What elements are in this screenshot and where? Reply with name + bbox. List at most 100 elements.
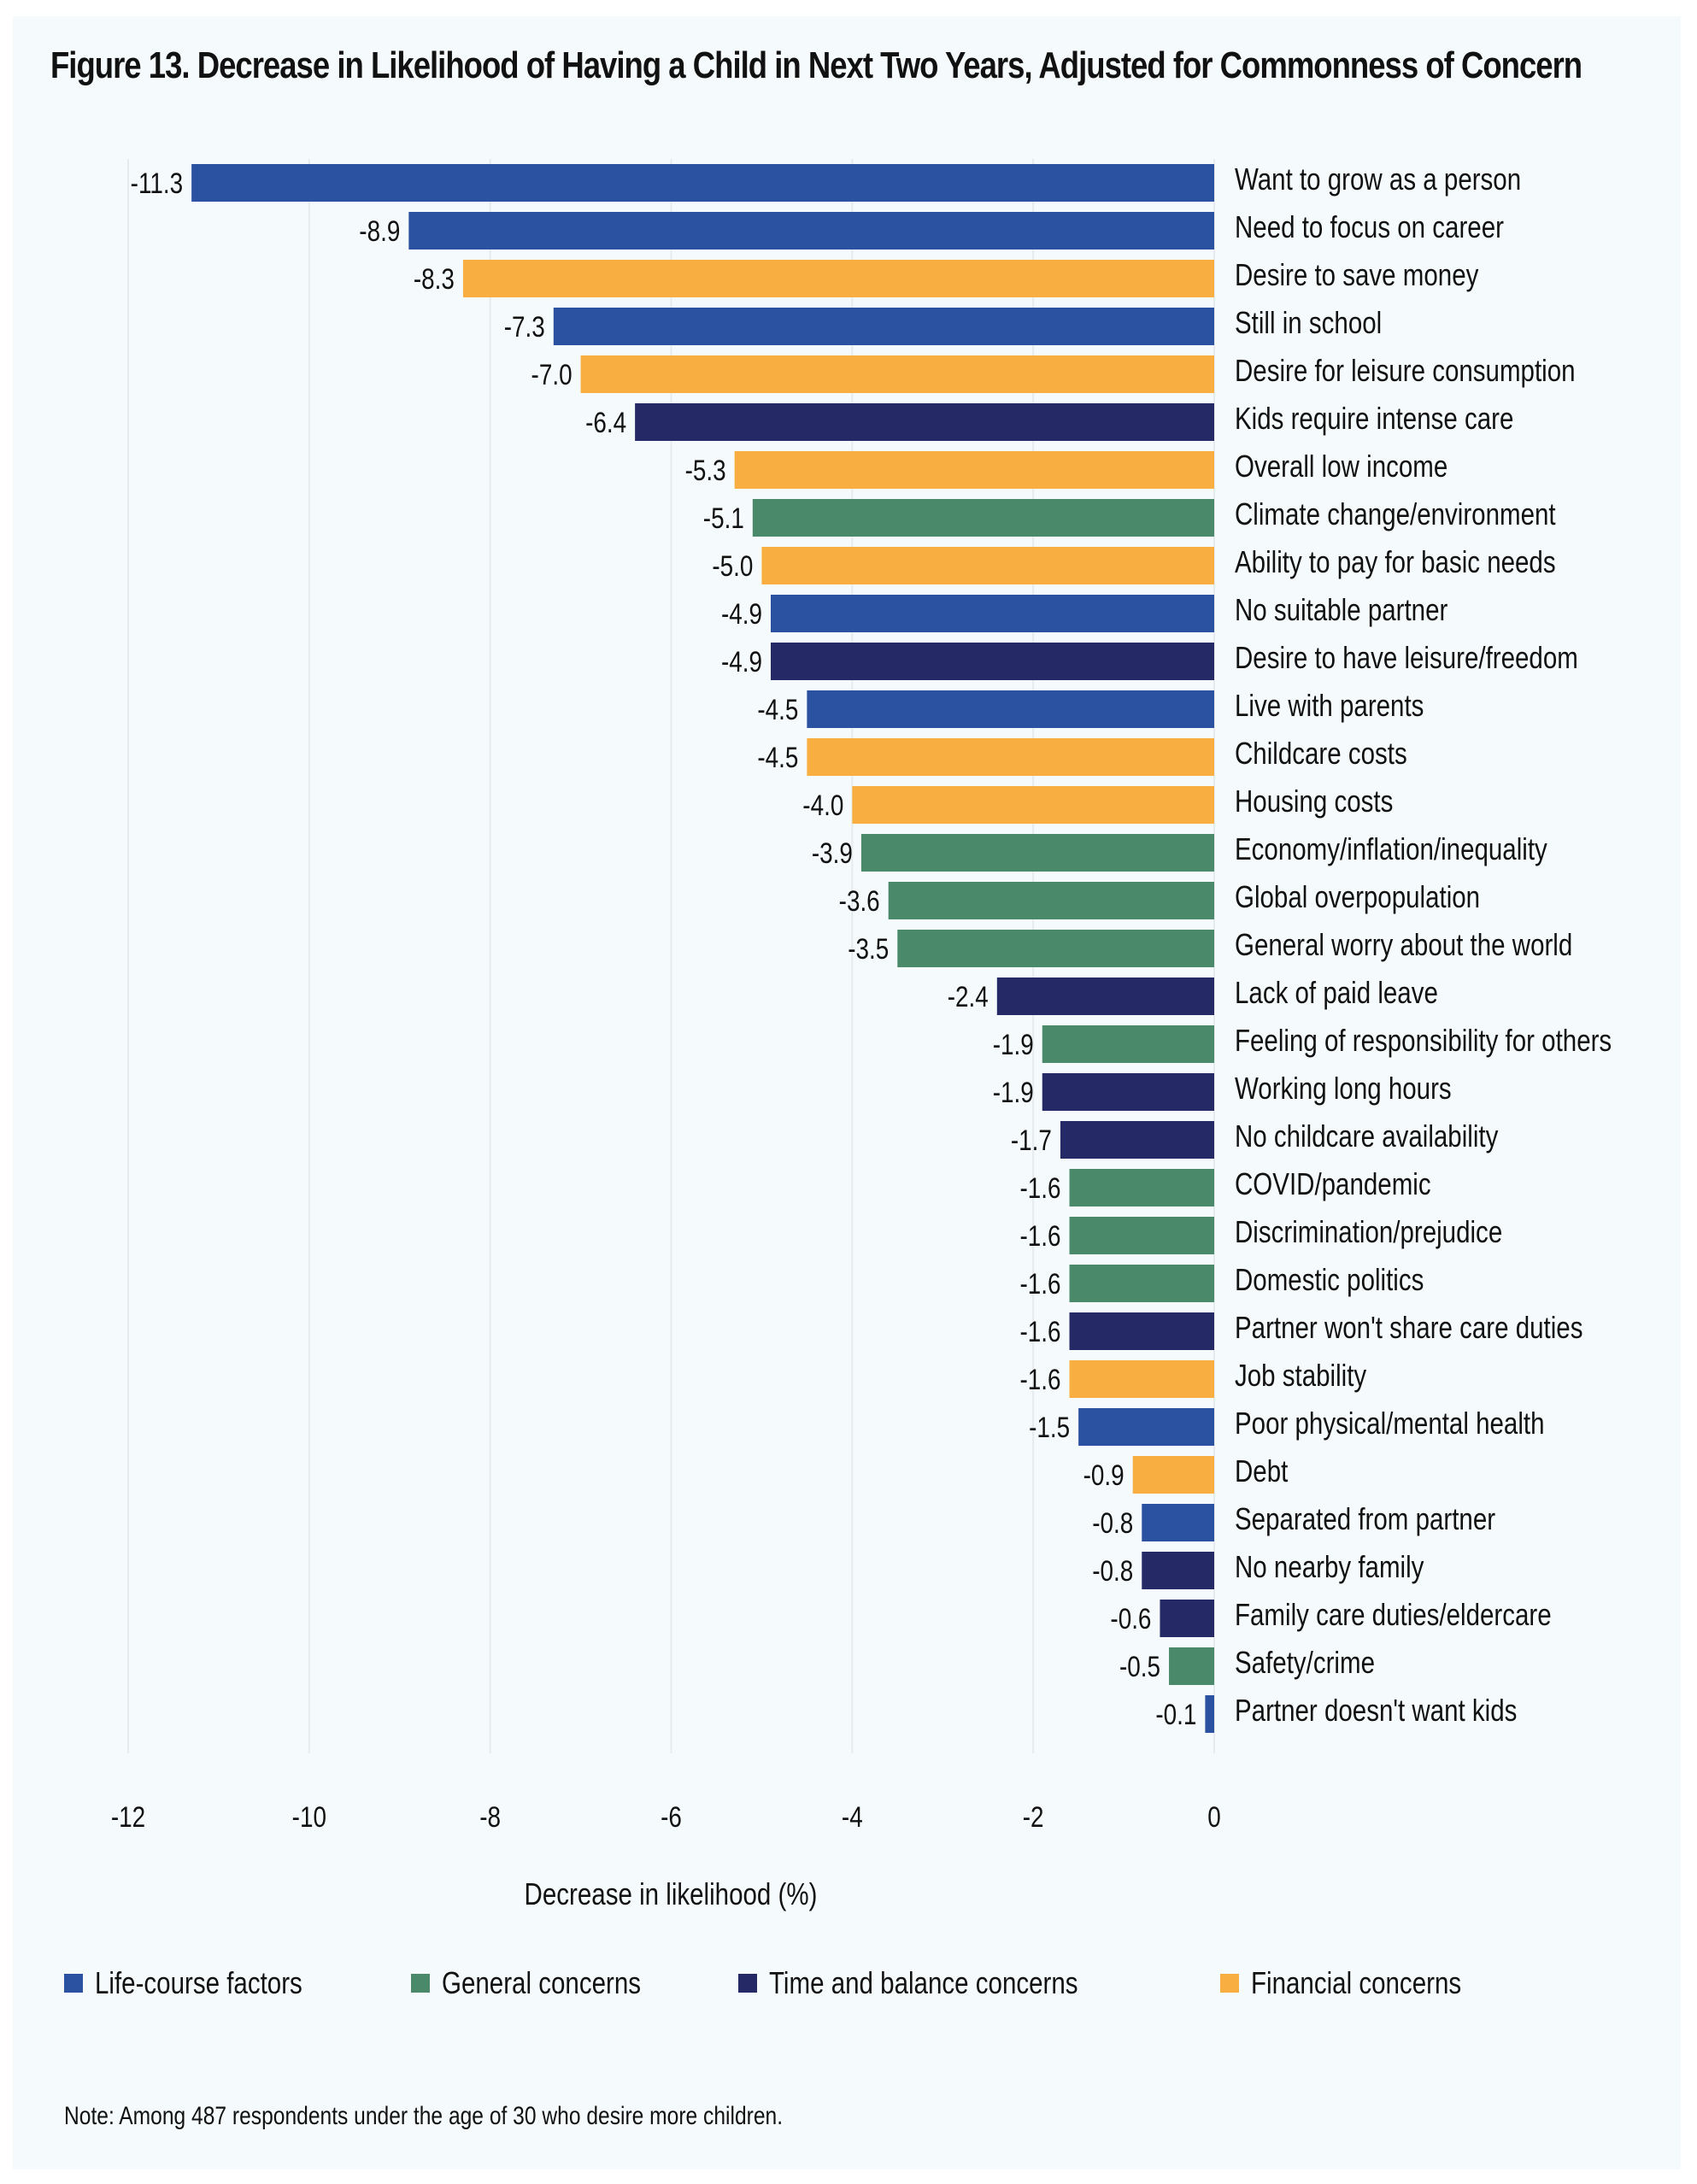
value-label: -0.8 xyxy=(1092,1554,1133,1587)
value-label: -4.0 xyxy=(802,789,843,821)
bar xyxy=(761,547,1214,584)
value-label: -1.6 xyxy=(1020,1363,1061,1395)
value-label: -4.9 xyxy=(721,645,762,678)
category-label: Safety/crime xyxy=(1235,1645,1375,1679)
value-label: -5.0 xyxy=(712,549,753,582)
value-label: -11.3 xyxy=(131,167,183,199)
value-label: -6.4 xyxy=(585,406,626,438)
bar xyxy=(1142,1552,1214,1589)
bar xyxy=(1142,1504,1214,1541)
category-label: Job stability xyxy=(1235,1358,1367,1392)
x-tick-label: -12 xyxy=(111,1800,145,1833)
value-label: -5.1 xyxy=(703,502,744,534)
value-label: -8.3 xyxy=(414,262,455,295)
legend-swatch-life-course xyxy=(64,1974,83,1993)
category-label: No nearby family xyxy=(1235,1549,1424,1583)
category-label: Working long hours xyxy=(1235,1071,1452,1105)
category-label: Debt xyxy=(1235,1453,1288,1488)
value-label: -7.3 xyxy=(504,310,545,343)
x-tick-label: -4 xyxy=(842,1800,863,1833)
value-label: -0.1 xyxy=(1155,1698,1196,1730)
category-label: Ability to pay for basic needs xyxy=(1235,544,1556,578)
bar xyxy=(1205,1695,1214,1733)
category-label: Separated from partner xyxy=(1235,1501,1495,1535)
category-label: Partner doesn't want kids xyxy=(1235,1693,1517,1727)
category-label: Overall low income xyxy=(1235,449,1447,483)
category-label: Kids require intense care xyxy=(1235,401,1513,435)
value-label: -1.6 xyxy=(1020,1171,1061,1204)
legend-label: General concerns xyxy=(442,1965,642,2000)
category-label: Domestic politics xyxy=(1235,1262,1424,1296)
value-label: -1.5 xyxy=(1029,1411,1070,1443)
value-label: -3.9 xyxy=(812,837,853,869)
category-label: Discrimination/prejudice xyxy=(1235,1214,1502,1248)
legend-item-time-balance: Time and balance concerns xyxy=(738,1965,1146,2001)
value-label: -8.9 xyxy=(359,214,400,247)
category-label: Family care duties/eldercare xyxy=(1235,1597,1552,1631)
x-tick-label: 0 xyxy=(1207,1800,1221,1833)
bar xyxy=(462,260,1214,297)
bar xyxy=(1078,1408,1214,1446)
x-tick-label: -6 xyxy=(661,1800,682,1833)
value-label: -0.6 xyxy=(1110,1602,1151,1635)
legend-item-life-course: Life-course factors xyxy=(64,1965,348,2001)
category-labels: Want to grow as a person Need to focus on… xyxy=(1235,161,1612,1727)
legend-label: Life-course factors xyxy=(95,1965,302,2000)
bar xyxy=(771,595,1214,632)
bar xyxy=(1042,1025,1214,1063)
figure-note: Note: Among 487 respondents under the ag… xyxy=(64,2102,784,2130)
category-label: Feeling of responsibility for others xyxy=(1235,1023,1612,1057)
category-label: Live with parents xyxy=(1235,688,1424,722)
x-axis-label: Decrease in likelihood (%) xyxy=(524,1876,818,1911)
bar xyxy=(1069,1217,1214,1254)
category-label: Still in school xyxy=(1235,305,1382,339)
value-label: -5.3 xyxy=(685,454,726,486)
category-label: Poor physical/mental health xyxy=(1235,1406,1545,1440)
category-label: Lack of paid leave xyxy=(1235,975,1438,1009)
value-label: -1.7 xyxy=(1011,1124,1052,1156)
legend: Life-course factors General concerns Tim… xyxy=(0,1965,1697,2005)
category-label: COVID/pandemic xyxy=(1235,1166,1431,1201)
bar xyxy=(807,690,1214,728)
bar xyxy=(191,164,1215,202)
value-label: -3.6 xyxy=(839,884,880,917)
category-label: Desire to have leisure/freedom xyxy=(1235,640,1578,674)
category-label: Childcare costs xyxy=(1235,736,1407,770)
value-label: -0.5 xyxy=(1119,1650,1160,1682)
bar xyxy=(860,834,1214,872)
bar xyxy=(553,308,1214,345)
value-label: -0.8 xyxy=(1092,1506,1133,1539)
bar xyxy=(1060,1121,1214,1159)
value-label: -0.9 xyxy=(1083,1459,1124,1491)
legend-swatch-time-balance xyxy=(738,1974,757,1993)
category-label: General worry about the world xyxy=(1235,927,1572,961)
bar xyxy=(897,930,1214,967)
legend-label: Time and balance concerns xyxy=(769,1965,1078,2000)
bar xyxy=(635,403,1214,441)
bar xyxy=(1160,1600,1214,1637)
bar xyxy=(752,499,1214,537)
x-tick-label: -10 xyxy=(292,1800,326,1833)
value-label: -3.5 xyxy=(848,932,889,965)
category-label: No suitable partner xyxy=(1235,592,1447,626)
x-tick-label: -8 xyxy=(479,1800,501,1833)
value-label: -4.5 xyxy=(757,741,798,773)
bar xyxy=(734,451,1214,489)
legend-item-financial: Financial concerns xyxy=(1220,1965,1507,2001)
category-label: Partner won't share care duties xyxy=(1235,1310,1582,1344)
category-label: Housing costs xyxy=(1235,784,1393,818)
category-label: Desire for leisure consumption xyxy=(1235,353,1576,387)
value-label: -1.6 xyxy=(1020,1219,1061,1252)
bar xyxy=(1169,1647,1214,1685)
bar xyxy=(888,882,1214,919)
bar xyxy=(807,738,1214,776)
legend-swatch-financial xyxy=(1220,1974,1239,1993)
value-label: -4.9 xyxy=(721,597,762,630)
value-label: -1.9 xyxy=(993,1076,1034,1108)
category-label: Want to grow as a person xyxy=(1235,161,1521,196)
bar xyxy=(1132,1456,1214,1494)
bar xyxy=(852,786,1214,824)
bars xyxy=(191,164,1215,1733)
bar xyxy=(771,643,1214,680)
